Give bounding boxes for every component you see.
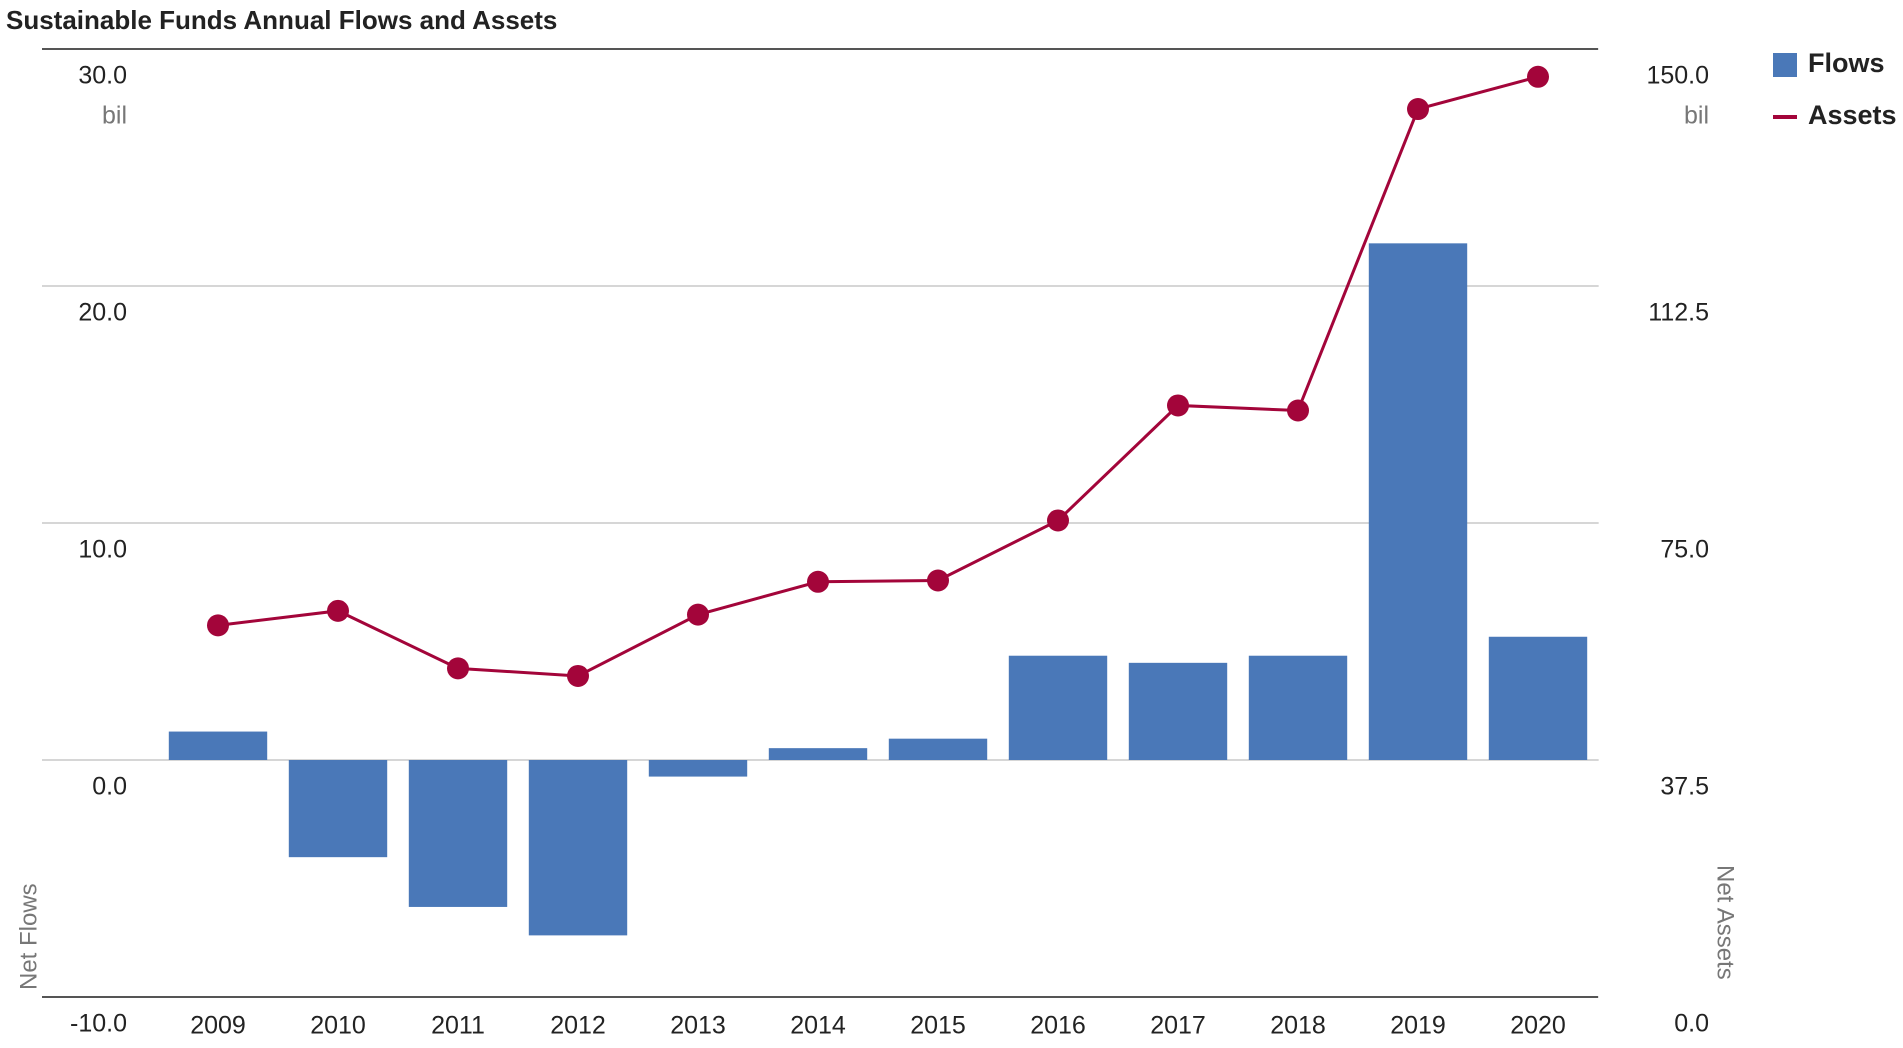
point — [687, 603, 709, 626]
point — [807, 570, 829, 593]
bar — [528, 760, 628, 936]
x-tick-label: 2015 — [910, 1012, 966, 1040]
bar — [1248, 655, 1348, 760]
x-tick-label: 2013 — [670, 1012, 726, 1040]
y-tick-label: 30.0 — [78, 62, 127, 90]
legend-swatch — [1773, 53, 1797, 77]
x-tick-label: 2012 — [550, 1012, 606, 1040]
x-tick-label: 2020 — [1510, 1012, 1566, 1040]
point — [327, 599, 349, 622]
point — [207, 614, 229, 637]
line — [217, 75, 1539, 678]
x-tick-label: 2016 — [1030, 1012, 1086, 1040]
point — [1407, 98, 1429, 121]
bar — [1128, 662, 1228, 760]
chart-title: Sustainable Funds Annual Flows and Asset… — [6, 5, 557, 35]
y2-tick-label: 75.0 — [1660, 536, 1709, 564]
point — [447, 657, 469, 680]
bar — [1488, 636, 1588, 760]
y2-tick-label: 112.5 — [1648, 299, 1709, 327]
y-tick-label: 10.0 — [78, 536, 127, 564]
y2-tick-label: 0.0 — [1674, 1010, 1709, 1038]
y-tick-label: -10.0 — [70, 1010, 127, 1038]
y-tick-label: 0.0 — [92, 773, 127, 801]
y-axis-label: Net Flows — [15, 883, 42, 990]
legend-label: Flows — [1808, 48, 1885, 78]
point — [1527, 65, 1549, 88]
point — [567, 664, 589, 687]
x-tick-label: 2017 — [1150, 1012, 1206, 1040]
y2-tick-label: 150.0 — [1646, 62, 1709, 90]
y2-tick-label: 37.5 — [1660, 773, 1709, 801]
legend-label: Assets — [1808, 100, 1897, 130]
point — [1287, 399, 1309, 422]
y2-axis-label: Net Assets — [1712, 865, 1739, 980]
point — [927, 569, 949, 592]
bar — [888, 738, 988, 760]
x-tick-label: 2014 — [790, 1012, 846, 1040]
point — [1047, 509, 1069, 532]
point — [1167, 394, 1189, 417]
x-tick-label: 2011 — [431, 1012, 485, 1040]
x-tick-label: 2018 — [1270, 1012, 1326, 1040]
bar — [408, 760, 508, 907]
x-tick-label: 2009 — [190, 1012, 246, 1040]
bar — [168, 731, 268, 760]
bar — [288, 760, 388, 858]
y2-unit: bil — [1684, 102, 1709, 130]
bar — [1008, 655, 1108, 760]
bar — [648, 760, 748, 777]
y-tick-label: 20.0 — [78, 299, 127, 327]
x-tick-label: 2010 — [310, 1012, 366, 1040]
y-unit: bil — [102, 102, 127, 130]
x-tick-label: 2019 — [1390, 1012, 1446, 1040]
bar — [1368, 243, 1468, 761]
bar — [768, 748, 868, 760]
